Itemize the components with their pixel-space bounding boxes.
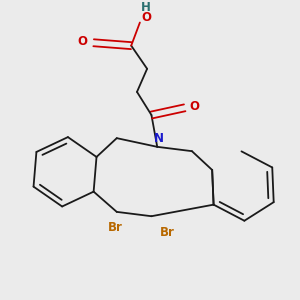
Text: O: O (190, 100, 200, 113)
Text: O: O (141, 11, 151, 24)
Text: Br: Br (108, 221, 123, 234)
Text: H: H (141, 1, 151, 14)
Text: N: N (154, 132, 164, 145)
Text: O: O (78, 35, 88, 48)
Text: Br: Br (160, 226, 175, 238)
